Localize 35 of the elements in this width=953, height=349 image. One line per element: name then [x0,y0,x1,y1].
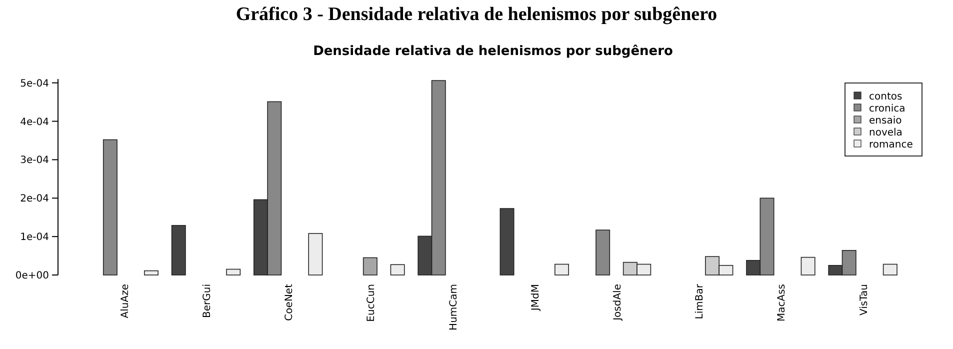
x-tick-label: MacAss [776,284,788,322]
x-tick-label: LimBar [694,283,706,320]
y-tick-label: 3e-04 [20,155,49,166]
y-tick-label: 2e-04 [20,194,49,205]
y-tick-label: 5e-04 [20,78,49,90]
x-tick-label: BerGui [202,284,213,318]
bar [308,233,323,276]
y-tick-label: 1e-04 [20,232,49,244]
x-tick-label: JosdAle [612,284,624,322]
x-tick-label: JMdM [530,284,542,312]
legend-label: ensaio [869,116,902,126]
bar [362,257,378,276]
chart-subtitle: Densidade relativa de helenismos por subgênero [313,44,674,59]
bar [171,225,186,276]
y-tick-label: 4e-04 [20,116,49,128]
bar [882,264,898,276]
bar [554,264,569,276]
legend-label: romance [869,140,913,150]
legend-label: cronica [869,104,906,114]
x-tick-label: EucCun [366,284,378,322]
y-tick-label: 0e+00 [15,270,49,282]
x-tick-label: HumCam [448,284,460,330]
bar [596,230,610,276]
bar [390,264,405,276]
legend-label: novela [869,128,902,138]
x-tick-label: VisTau [858,284,870,316]
bar [800,256,816,276]
bar [226,268,241,276]
chart-title: Gráfico 3 - Densidade relativa de helenismos por subgênero [236,4,718,25]
x-tick-label: CoeNet [284,284,296,321]
bar [500,208,514,276]
bar [102,139,118,276]
x-tick-label: AluAze [120,284,131,318]
legend-label: contos [869,92,902,102]
bar [144,270,158,276]
